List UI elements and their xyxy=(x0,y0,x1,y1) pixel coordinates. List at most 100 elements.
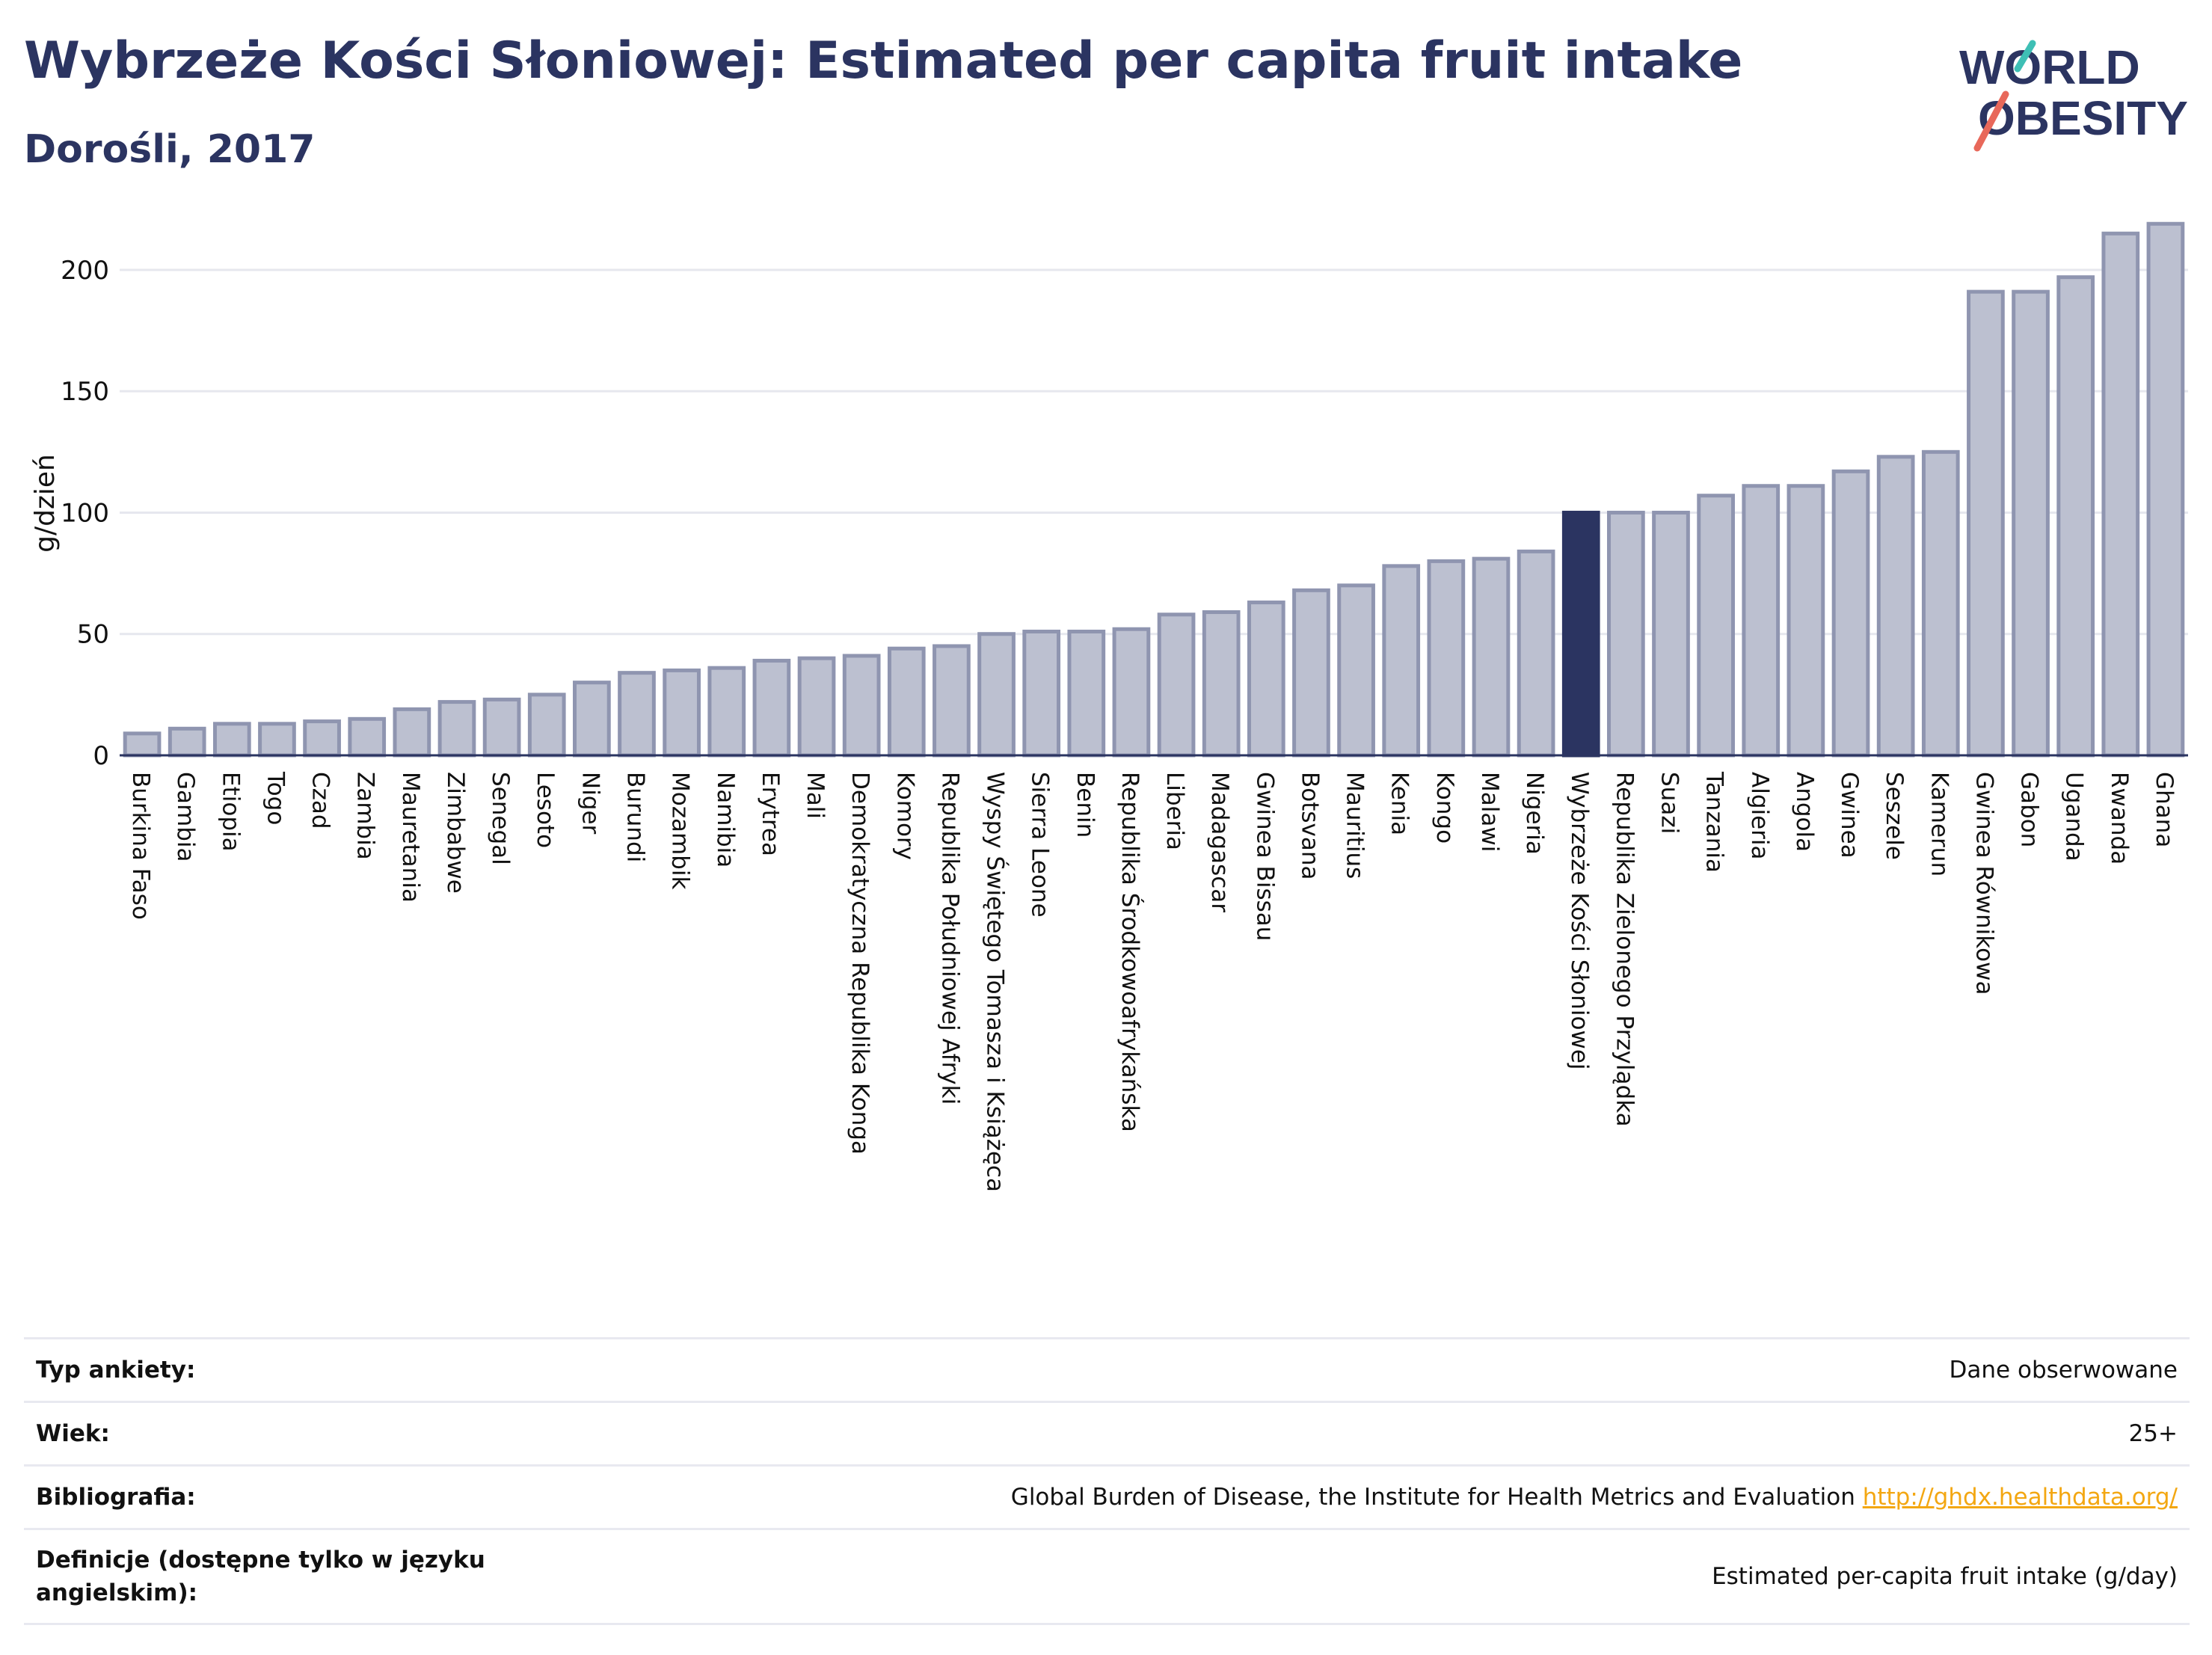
bar xyxy=(212,722,251,758)
bar xyxy=(258,722,296,758)
y-axis-ticks: 0 50 100 150 200 xyxy=(61,256,109,771)
bar xyxy=(1921,449,1960,758)
x-tick-label: Zambia xyxy=(352,772,379,860)
x-tick-label: Mauretania xyxy=(397,772,424,903)
bar xyxy=(1607,510,1645,758)
info-label: Bibliografia: xyxy=(36,1484,196,1511)
bar xyxy=(663,668,701,758)
bar xyxy=(977,632,1016,758)
bar xyxy=(123,731,162,758)
x-tick-label: Gabon xyxy=(2016,772,2043,847)
x-tick-label: Republika Południowej Afryki xyxy=(936,772,963,1105)
bar xyxy=(573,681,611,758)
y-tick-label: 200 xyxy=(61,256,109,286)
x-tick-label: Liberia xyxy=(1161,772,1188,850)
bar xyxy=(1292,588,1330,758)
bar xyxy=(2146,221,2185,758)
bibliography-text: Global Burden of Disease, the Institute … xyxy=(1010,1484,1855,1511)
bar xyxy=(1427,559,1466,758)
x-tick-label: Burkina Faso xyxy=(127,772,154,920)
bar xyxy=(1472,556,1511,758)
bar xyxy=(1382,564,1421,758)
bar xyxy=(1967,289,2005,758)
x-tick-label: Ghana xyxy=(2151,772,2178,847)
info-label: Typ ankiety: xyxy=(36,1357,196,1384)
x-tick-label: Czad xyxy=(307,772,334,829)
bar xyxy=(618,671,656,758)
bar-highlighted xyxy=(1561,510,1600,758)
info-label: Definicje (dostępne tylko w języku angie… xyxy=(36,1547,485,1606)
logo-teal-stroke xyxy=(2014,40,2036,73)
bar xyxy=(303,719,341,758)
x-tick-label: Republika Zielonego Przylądka xyxy=(1611,772,1638,1127)
logo-red-stroke xyxy=(1973,90,2009,152)
x-tick-label: Botsvana xyxy=(1296,772,1323,880)
bar xyxy=(348,716,387,758)
x-tick-label: Uganda xyxy=(2061,772,2088,862)
bar xyxy=(1517,549,1555,758)
bar xyxy=(393,707,431,758)
info-value: Dane obserwowane xyxy=(1949,1357,2178,1384)
x-tick-label: Kamerun xyxy=(1926,772,1953,876)
info-value: Global Burden of Disease, the Institute … xyxy=(1011,1484,2190,1511)
logo-line2: OBESITY xyxy=(1978,91,2188,145)
bar xyxy=(797,656,836,758)
bar xyxy=(1652,510,1690,758)
bar xyxy=(752,658,791,758)
bar xyxy=(1022,629,1061,758)
x-tick-label: Mozambik xyxy=(667,772,694,889)
x-axis-labels: Burkina Faso Gambia Etiopia Togo Czad Zambia M… xyxy=(127,771,2178,1192)
x-tick-label: Malawi xyxy=(1476,772,1503,852)
x-tick-label: Erytrea xyxy=(757,772,784,856)
x-tick-label: Gwinea xyxy=(1836,772,1863,859)
bar-chart: 0 50 100 150 200 Burkina Faso Gambia Etiopia To… xyxy=(30,221,2188,1192)
x-tick-label: Seszele xyxy=(1881,772,1908,860)
x-tick-label: Senegal xyxy=(487,772,514,865)
bar xyxy=(482,697,521,758)
x-tick-label: Lesoto xyxy=(532,772,559,848)
bar xyxy=(1697,494,1735,758)
x-tick-label: Rwanda xyxy=(2106,772,2133,865)
x-tick-label: Zimbabwe xyxy=(442,772,469,894)
bar xyxy=(1831,469,1870,758)
x-tick-label: Gambia xyxy=(172,772,199,862)
y-tick-label: 100 xyxy=(61,498,109,528)
bar xyxy=(2056,275,2095,758)
bar xyxy=(527,693,566,758)
x-tick-label: Benin xyxy=(1072,772,1099,838)
x-tick-label: Kongo xyxy=(1431,772,1458,844)
y-tick-label: 50 xyxy=(77,620,109,650)
bar xyxy=(1157,612,1196,758)
bar xyxy=(842,654,881,758)
x-tick-label: Republika Środkowoafrykańska xyxy=(1116,772,1144,1132)
y-axis-label: g/dzień xyxy=(30,454,61,553)
bar xyxy=(707,666,746,758)
world-obesity-logo: WORLD OBESITY xyxy=(1959,40,2188,152)
x-tick-label: Sierra Leone xyxy=(1027,772,1054,918)
bar xyxy=(933,644,971,758)
info-value: Estimated per-capita fruit intake (g/day… xyxy=(1712,1563,2178,1590)
x-tick-label: Nigeria xyxy=(1521,772,1548,855)
y-tick-label: 0 xyxy=(93,741,109,771)
x-tick-label: Mauritius xyxy=(1342,772,1368,879)
info-row-survey-type: Typ ankiety: Dane obserwowane xyxy=(24,1337,2190,1401)
bar xyxy=(1202,610,1241,758)
bar xyxy=(437,700,476,758)
info-value: 25+ xyxy=(2128,1420,2178,1447)
bar xyxy=(1876,455,1915,758)
x-tick-label: Gwinea Równikowa xyxy=(1970,772,1997,995)
x-tick-label: Tanzania xyxy=(1701,771,1728,873)
y-tick-label: 150 xyxy=(61,377,109,407)
x-tick-label: Angola xyxy=(1791,772,1818,852)
bar xyxy=(1112,627,1151,758)
info-table: Typ ankiety: Dane obserwowane Wiek: 25+ … xyxy=(24,1337,2190,1625)
bar xyxy=(168,726,206,758)
bibliography-link[interactable]: http://ghdx.healthdata.org/ xyxy=(1862,1484,2178,1511)
info-row-definitions: Definicje (dostępne tylko w języku angie… xyxy=(24,1528,2190,1625)
x-tick-label: Kenia xyxy=(1386,772,1413,835)
bar xyxy=(887,646,926,758)
x-tick-label: Wyspy Świętego Tomasza i Książęca xyxy=(982,772,1010,1192)
info-row-age: Wiek: 25+ xyxy=(24,1401,2190,1464)
x-tick-label: Wybrzeże Kości Słoniowej xyxy=(1566,772,1593,1070)
info-row-bibliography: Bibliografia: Global Burden of Disease, … xyxy=(24,1464,2190,1528)
